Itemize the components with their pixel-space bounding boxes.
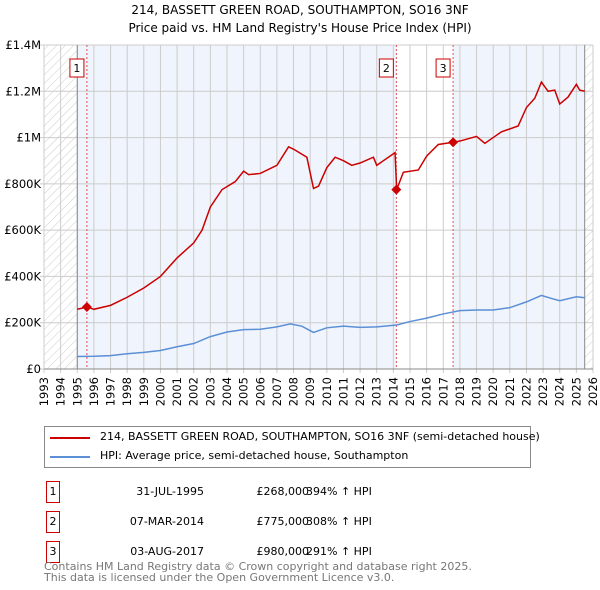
- x-tick-label: 2014: [386, 377, 400, 406]
- sale-point: [391, 184, 402, 195]
- x-tick-label: 2009: [303, 377, 317, 406]
- x-tick-label: 2024: [553, 377, 567, 406]
- x-tick-label: 2004: [220, 377, 234, 406]
- x-tick-label: 2003: [203, 377, 217, 406]
- y-tick-label: £1M: [16, 131, 41, 145]
- sale-date: 31-JUL-1995: [136, 485, 204, 498]
- shaded-ownership-3: [453, 45, 585, 369]
- sale-price: £268,000: [256, 485, 310, 498]
- sale-number: 2: [46, 511, 60, 533]
- x-tick-label: 2006: [253, 377, 267, 406]
- legend-swatch-blue: [50, 456, 90, 458]
- sale-date: 03-AUG-2017: [130, 545, 204, 558]
- sale-marker-label: 2: [383, 62, 390, 75]
- legend-label: 214, BASSETT GREEN ROAD, SOUTHAMPTON, SO…: [100, 430, 540, 443]
- y-tick-label: £0: [26, 362, 41, 376]
- shaded-ownership-1: [77, 45, 397, 369]
- sale-marker-label: 3: [440, 62, 447, 75]
- x-tick-label: 2001: [170, 377, 184, 406]
- y-tick-label: £400K: [4, 269, 41, 283]
- sale-marker-box: [378, 58, 394, 78]
- x-tick-label: 2022: [519, 377, 533, 406]
- x-tick-label: 2020: [486, 377, 500, 406]
- x-tick-label: 2015: [403, 377, 417, 406]
- x-tick-label: 2016: [420, 377, 434, 406]
- sale-marker-label: 1: [73, 62, 80, 75]
- sale-marker-box: [435, 58, 451, 78]
- chart-title: 214, BASSETT GREEN ROAD, SOUTHAMPTON, SO…: [131, 3, 468, 17]
- y-tick-label: £800K: [4, 177, 41, 191]
- sale-hpi: 308% ↑ HPI: [306, 515, 372, 528]
- legend: 214, BASSETT GREEN ROAD, SOUTHAMPTON, SO…: [44, 426, 540, 468]
- x-tick-label: 1999: [137, 377, 151, 406]
- footer-licence: This data is licensed under the Open Gov…: [44, 571, 395, 584]
- x-tick-label: 2005: [237, 377, 251, 406]
- footer-copyright: Contains HM Land Registry data © Crown c…: [44, 560, 472, 573]
- x-tick-label: 2010: [320, 377, 334, 406]
- x-tick-label: 2002: [187, 377, 201, 406]
- x-tick-label: 1998: [120, 377, 134, 406]
- sale-price: £980,000: [256, 545, 310, 558]
- x-tick-label: 1997: [104, 377, 118, 406]
- hatched-region-after: [584, 45, 593, 369]
- x-tick-label: 2023: [536, 377, 550, 406]
- y-tick-label: £1.2M: [5, 84, 41, 98]
- series-line-hpi: [77, 294, 585, 358]
- x-tick-label: 2013: [370, 377, 384, 406]
- chart-subtitle: Price paid vs. HM Land Registry's House …: [128, 21, 471, 35]
- x-tick-label: 2012: [353, 377, 367, 406]
- x-tick-label: 2025: [569, 377, 583, 406]
- legend-label: HPI: Average price, semi-detached house,…: [100, 449, 409, 462]
- x-tick-label: 2000: [153, 377, 167, 406]
- legend-swatch-red: [50, 437, 90, 439]
- y-tick-label: £1.4M: [5, 38, 41, 52]
- y-tick-label: £200K: [4, 316, 41, 330]
- x-tick-label: 2011: [336, 377, 350, 406]
- sale-number: 1: [46, 481, 60, 503]
- sale-hpi: 291% ↑ HPI: [306, 545, 372, 558]
- x-tick-label: 2017: [436, 377, 450, 406]
- x-tick-label: 2021: [503, 377, 517, 406]
- x-tick-label: 2018: [453, 377, 467, 406]
- sale-marker-box: [69, 58, 85, 78]
- x-tick-label: 2019: [470, 377, 484, 406]
- y-tick-label: £600K: [4, 223, 41, 237]
- x-tick-label: 2007: [270, 377, 284, 406]
- x-tick-label: 1996: [87, 377, 101, 406]
- x-tick-label: 1993: [37, 377, 51, 406]
- series-line-property: [77, 80, 585, 311]
- sale-point: [448, 137, 459, 148]
- sale-date: 07-MAR-2014: [129, 515, 204, 528]
- x-tick-label: 2026: [586, 377, 600, 406]
- x-tick-label: 1995: [70, 377, 84, 406]
- x-tick-label: 1994: [54, 377, 68, 406]
- sale-point: [81, 301, 92, 312]
- sale-hpi: 394% ↑ HPI: [306, 485, 372, 498]
- sale-number: 3: [46, 541, 60, 563]
- x-tick-label: 2008: [287, 377, 301, 406]
- sale-price: £775,000: [256, 515, 310, 528]
